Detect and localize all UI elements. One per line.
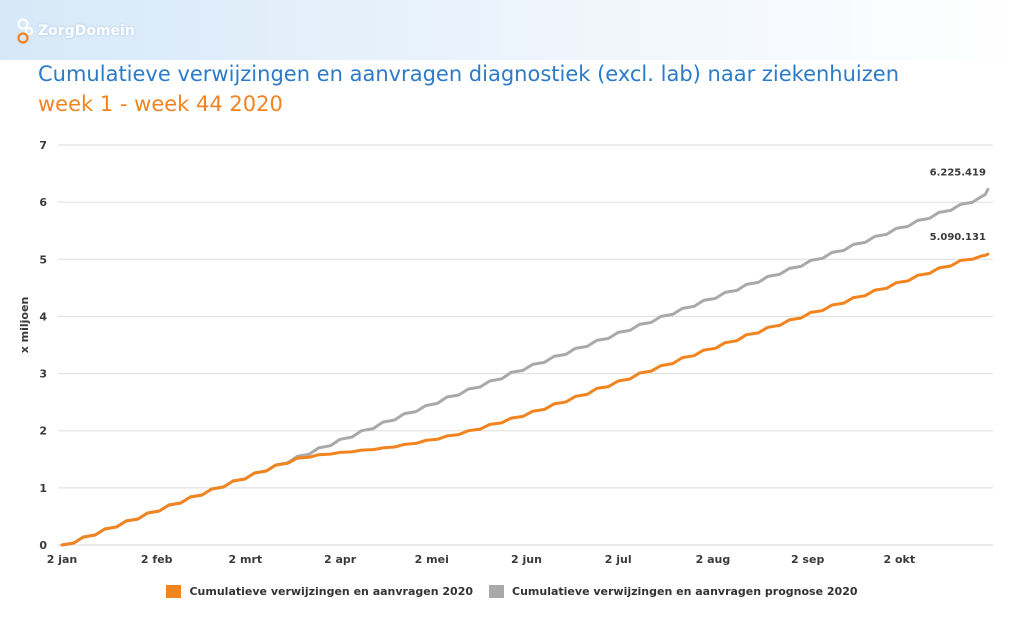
x-tick-label: 2 sep — [791, 553, 824, 566]
legend-item-forecast[interactable]: Cumulatieve verwijzingen en aanvragen pr… — [489, 585, 858, 598]
y-tick-label: 4 — [39, 310, 47, 323]
x-tick-label: 2 aug — [696, 553, 731, 566]
y-tick-label: 3 — [39, 368, 47, 381]
end-label-forecast: 6.225.419 — [930, 167, 986, 178]
x-axis-ticks: 2 jan 2 feb 2 mrt 2 apr 2 mei 2 jun 2 jul 2 aug… — [47, 553, 915, 566]
series-line-actual — [60, 252, 990, 547]
logo-mark-icon — [17, 18, 34, 44]
end-value-labels: 6.225.419 5.090.131 — [930, 167, 986, 243]
logo-text: ZorgDomein — [38, 23, 135, 39]
y-axis-ticks: 0 1 2 3 4 5 6 7 — [39, 139, 47, 552]
series-lines — [60, 187, 990, 547]
x-tick-label: 2 jun — [511, 553, 542, 566]
y-tick-label: 6 — [39, 196, 47, 209]
chart-title: Cumulatieve verwijzingen en aanvragen di… — [38, 62, 899, 86]
legend-swatch-forecast — [489, 585, 505, 598]
grid-lines — [58, 144, 993, 546]
y-tick-label: 5 — [39, 253, 47, 266]
y-tick-label: 7 — [39, 139, 47, 152]
x-tick-label: 2 jul — [605, 553, 632, 566]
legend-label-actual: Cumulatieve verwijzingen en aanvragen 20… — [189, 585, 474, 598]
x-tick-label: 2 okt — [884, 553, 916, 566]
header-background — [0, 0, 1024, 60]
legend-label-forecast: Cumulatieve verwijzingen en aanvragen pr… — [512, 585, 858, 598]
chart-legend: Cumulatieve verwijzingen en aanvragen 20… — [0, 585, 1024, 598]
zorgdomein-logo: ZorgDomein — [16, 18, 135, 44]
series-line-forecast — [60, 187, 990, 547]
legend-item-actual[interactable]: Cumulatieve verwijzingen en aanvragen 20… — [166, 585, 473, 598]
x-tick-label: 2 apr — [324, 553, 357, 566]
x-tick-label: 2 jan — [47, 553, 78, 566]
y-tick-label: 0 — [39, 539, 47, 552]
x-tick-label: 2 mei — [415, 553, 449, 566]
y-axis-label: x miljoen — [18, 297, 31, 354]
y-tick-label: 2 — [39, 425, 47, 438]
y-tick-label: 1 — [39, 482, 47, 495]
chart-subtitle: week 1 - week 44 2020 — [38, 92, 283, 116]
x-tick-label: 2 mrt — [229, 553, 263, 566]
x-tick-label: 2 feb — [141, 553, 173, 566]
end-label-actual: 5.090.131 — [930, 232, 986, 243]
legend-swatch-actual — [166, 585, 182, 598]
